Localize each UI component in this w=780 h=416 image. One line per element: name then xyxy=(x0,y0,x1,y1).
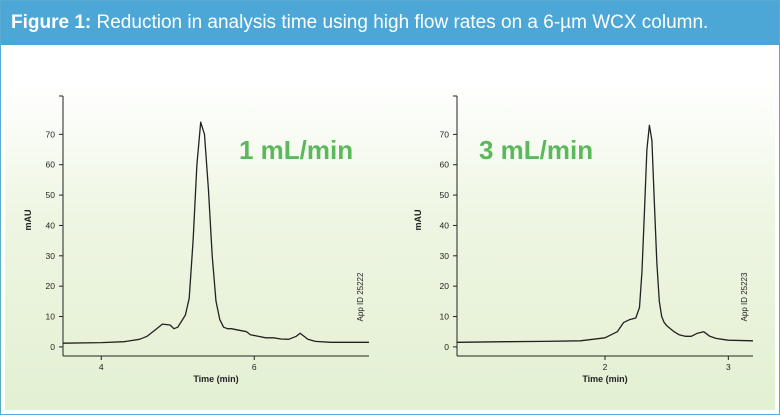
figure-caption: Reduction in analysis time using high fl… xyxy=(96,12,709,33)
figure-caption-banner: Figure 1: Reduction in analysis time usi… xyxy=(1,1,779,45)
y-tick-label: 30 xyxy=(46,251,56,261)
chart-panel xyxy=(5,55,775,410)
x-axis-label: Time (min) xyxy=(193,374,238,384)
x-axis-label: Time (min) xyxy=(582,374,627,384)
y-tick-label: 60 xyxy=(46,160,56,170)
flow-rate-label: 3 mL/min xyxy=(479,135,593,165)
app-id-label: App ID 25223 xyxy=(740,272,749,321)
chart-2: 0 10 20 30 40 50 60 70 2 3 Time (min) mAU 3 mL/min Ap… xyxy=(413,95,754,384)
x-tick-label: 4 xyxy=(99,362,104,372)
x-tick-label: 2 xyxy=(603,362,608,372)
y-axis-label: mAU xyxy=(23,209,33,230)
y-tick-label: 10 xyxy=(46,312,56,322)
app-id-label: App ID 25222 xyxy=(356,272,365,321)
chart-1: 0 10 20 30 40 50 60 70 4 6 Time (min) mAU 1 mL/min Ap… xyxy=(23,95,369,384)
x-tick-label: 6 xyxy=(252,362,257,372)
y-tick-label: 0 xyxy=(50,342,55,352)
chromatogram-trace xyxy=(62,121,369,344)
y-axis-label: mAU xyxy=(413,209,423,230)
y-tick-label: 60 xyxy=(440,160,450,170)
y-tick-label: 0 xyxy=(444,342,449,352)
y-tick-label: 20 xyxy=(46,281,56,291)
y-tick-label: 70 xyxy=(440,129,450,139)
y-tick-label: 10 xyxy=(440,312,450,322)
figure-label: Figure 1: xyxy=(11,12,92,33)
y-tick-label: 40 xyxy=(46,220,56,230)
y-tick-label: 40 xyxy=(440,220,450,230)
y-tick-label: 20 xyxy=(440,281,450,291)
y-tick-label: 30 xyxy=(440,251,450,261)
y-tick-label: 50 xyxy=(440,190,450,200)
y-tick-label: 50 xyxy=(46,190,56,200)
chromatogram-trace xyxy=(456,124,754,343)
x-tick-label: 3 xyxy=(726,362,731,372)
flow-rate-label: 1 mL/min xyxy=(239,135,353,165)
y-tick-label: 70 xyxy=(46,129,56,139)
